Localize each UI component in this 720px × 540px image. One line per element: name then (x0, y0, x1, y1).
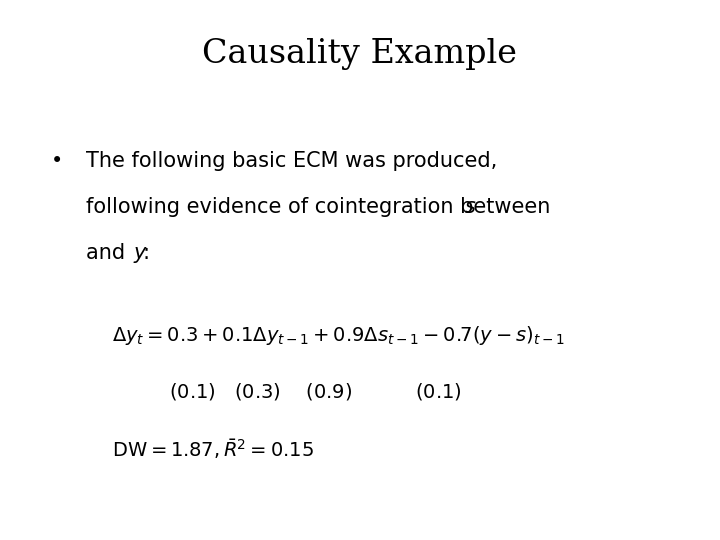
Text: y: y (133, 243, 145, 263)
Text: The following basic ECM was produced,: The following basic ECM was produced, (86, 151, 498, 171)
Text: $\Delta y_t = 0.3 + 0.1\Delta y_{t-1} + 0.9\Delta s_{t-1} - 0.7(y - s)_{t-1}$: $\Delta y_t = 0.3 + 0.1\Delta y_{t-1} + … (112, 324, 564, 347)
Text: $\mathrm{DW} = 1.87, \bar{R}^2 = 0.15$: $\mathrm{DW} = 1.87, \bar{R}^2 = 0.15$ (112, 437, 313, 461)
Text: •: • (50, 151, 63, 171)
Text: Causality Example: Causality Example (202, 38, 518, 70)
Text: s: s (464, 197, 475, 217)
Text: :: : (143, 243, 150, 263)
Text: following evidence of cointegration between: following evidence of cointegration betw… (86, 197, 557, 217)
Text: $(0.1)\ \ \ (0.3)\ \ \ \ (0.9)\ \ \ \ \ \ \ \ \ \ (0.1)$: $(0.1)\ \ \ (0.3)\ \ \ \ (0.9)\ \ \ \ \ … (169, 381, 462, 402)
Text: and: and (86, 243, 132, 263)
